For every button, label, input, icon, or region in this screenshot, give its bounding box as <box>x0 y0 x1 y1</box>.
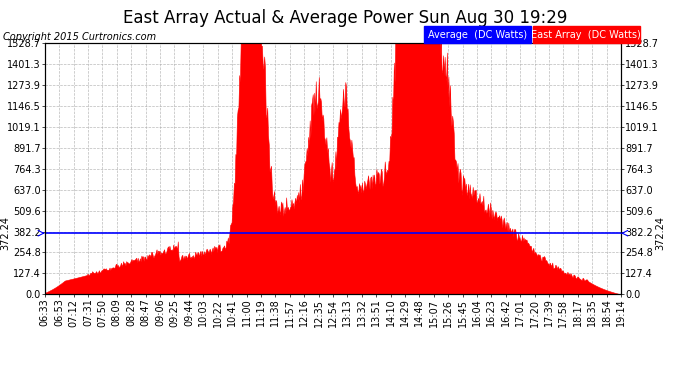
Text: Copyright 2015 Curtronics.com: Copyright 2015 Curtronics.com <box>3 32 157 42</box>
Text: Average  (DC Watts): Average (DC Watts) <box>428 30 527 40</box>
Text: East Array Actual & Average Power Sun Aug 30 19:29: East Array Actual & Average Power Sun Au… <box>123 9 567 27</box>
Text: East Array  (DC Watts): East Array (DC Watts) <box>531 30 641 40</box>
Text: 372.24: 372.24 <box>1 216 10 250</box>
Text: 372.24: 372.24 <box>656 216 665 250</box>
